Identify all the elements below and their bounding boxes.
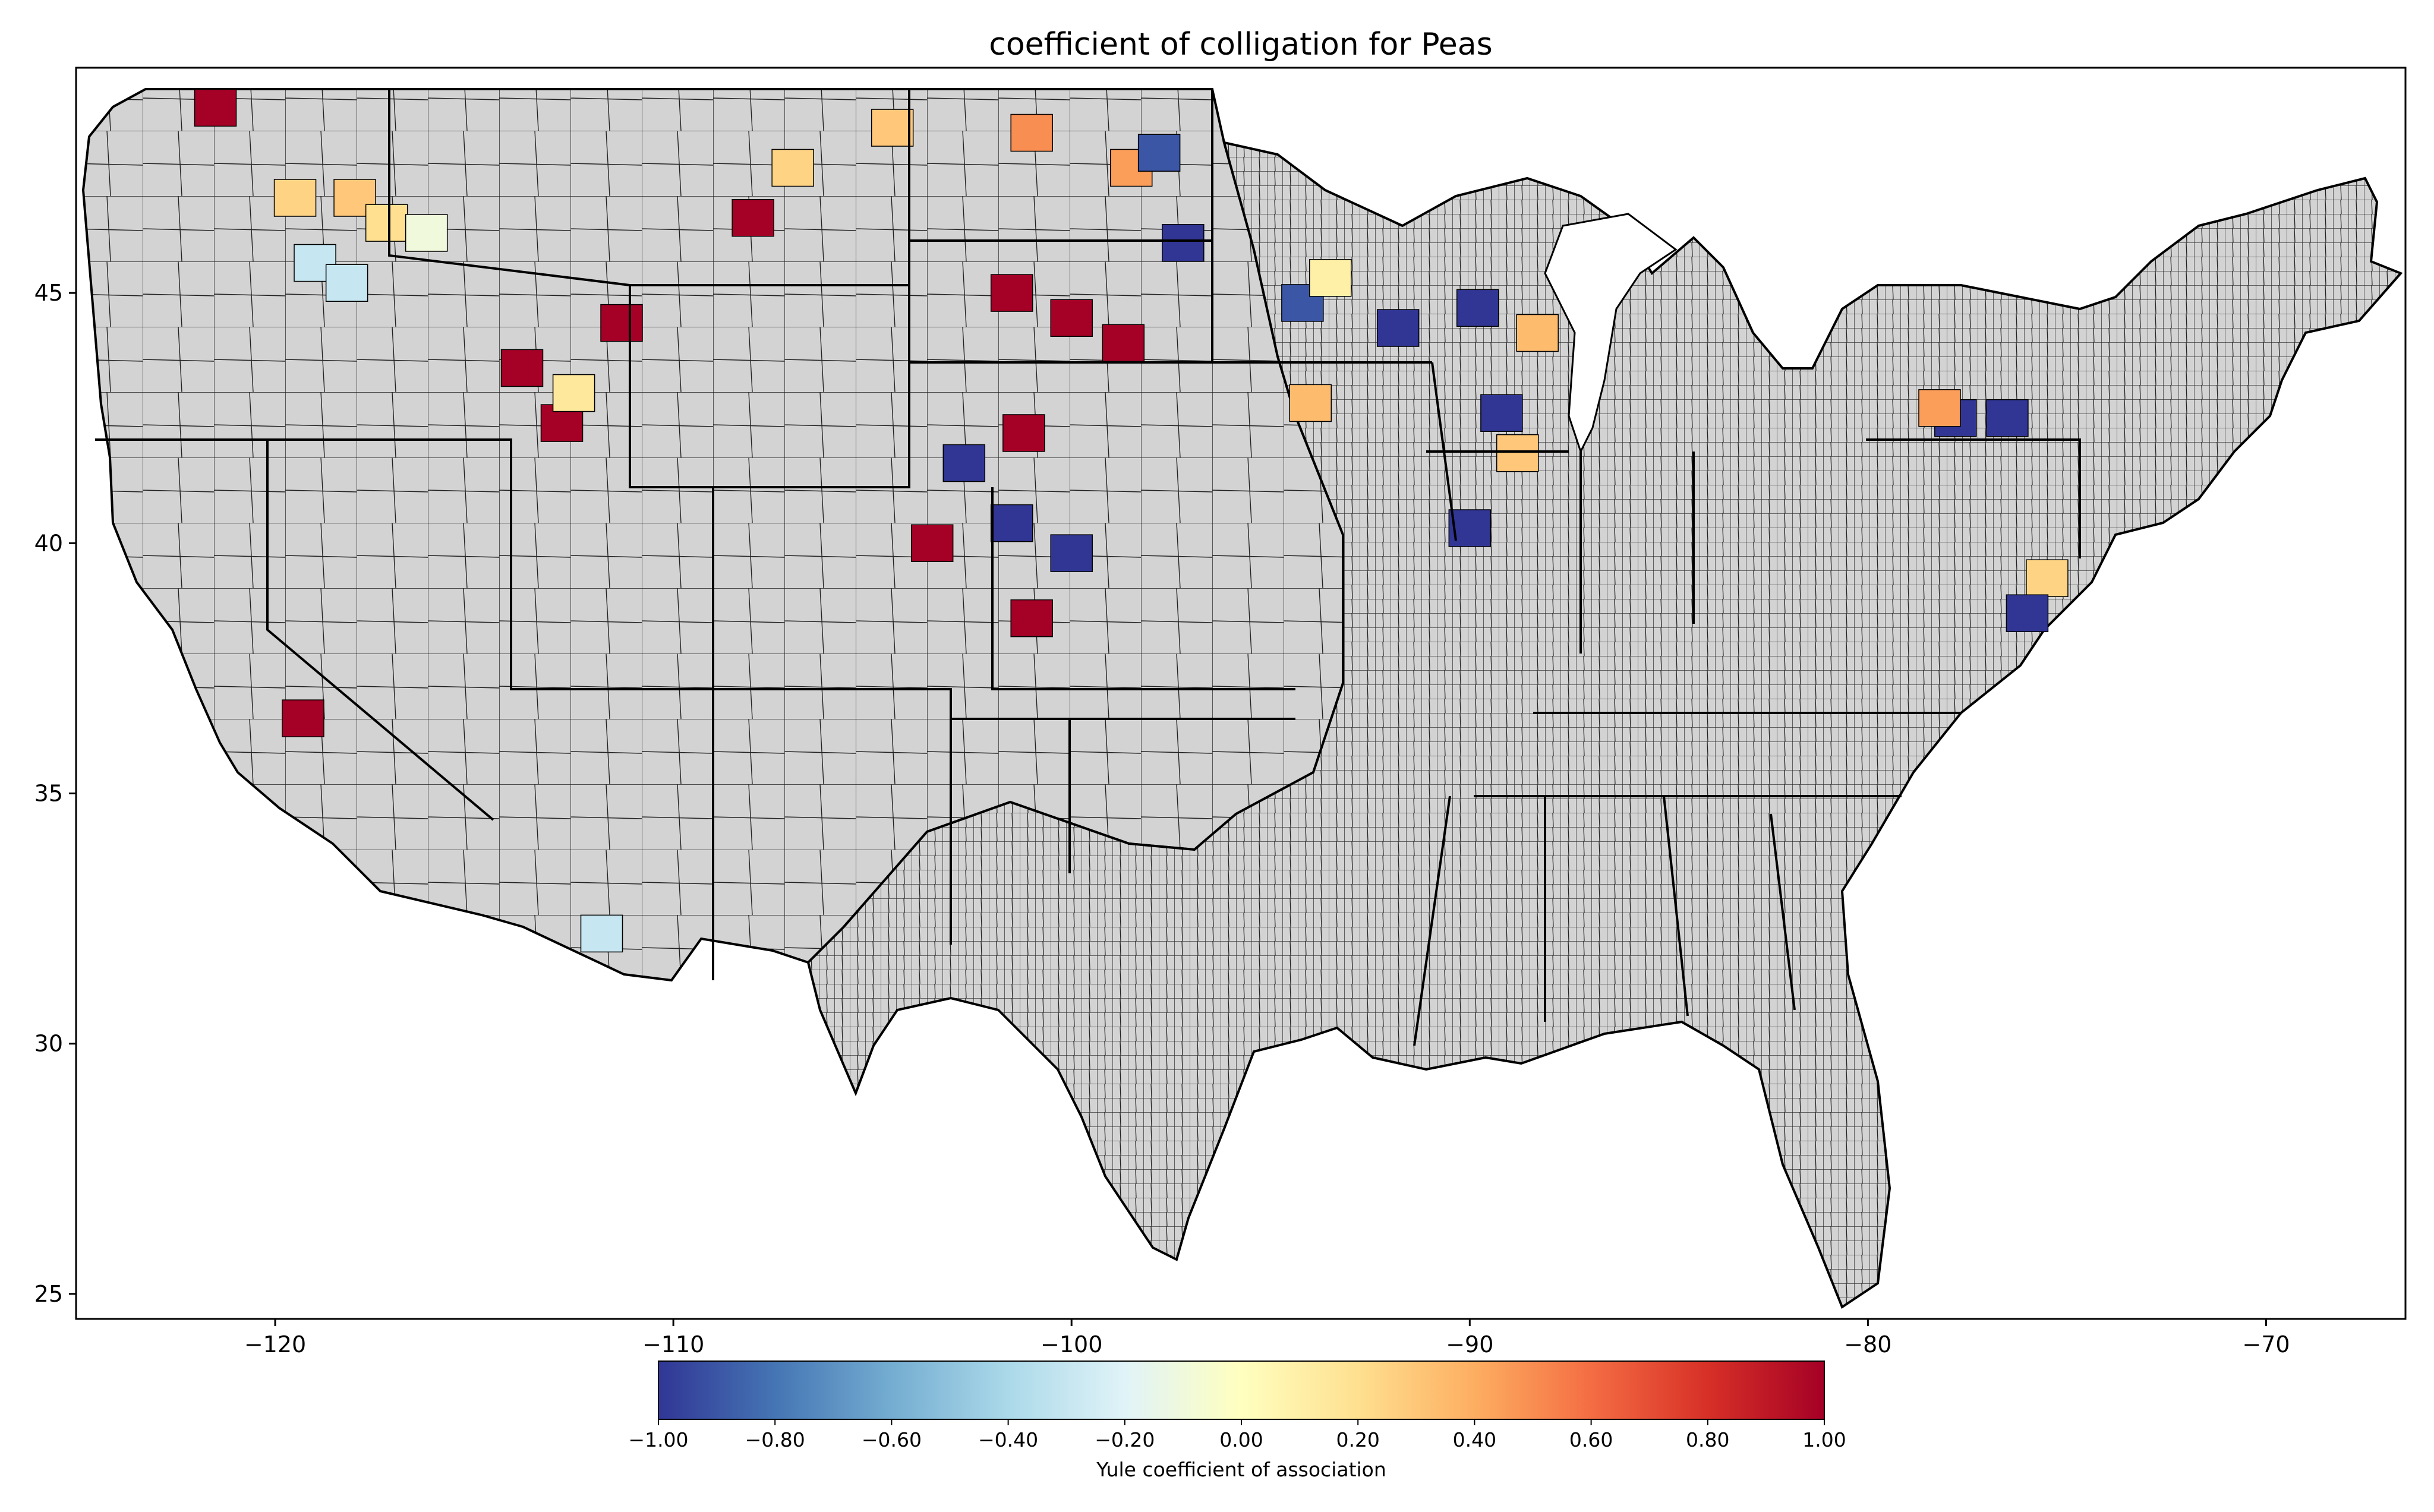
- county-cell: [273, 179, 317, 217]
- state-borders: [95, 89, 2081, 1046]
- county-cell: [1496, 434, 1539, 472]
- county-cell: [1010, 113, 1053, 152]
- colorbar-tick-label: 0.40: [1453, 1428, 1496, 1451]
- county-cell: [910, 524, 954, 563]
- county-value-layer: [194, 89, 2069, 953]
- county-cell: [500, 349, 544, 387]
- county-cell: [1456, 289, 1499, 327]
- county-cell: [1986, 399, 2029, 437]
- colorbar-tick-label: 0.60: [1569, 1428, 1613, 1451]
- x-tick-label: −70: [2242, 1331, 2290, 1358]
- plot-area: [81, 88, 2403, 1309]
- county-cell: [405, 214, 448, 252]
- x-tick-label: −90: [1446, 1331, 1493, 1358]
- colorbar-tick-label: 0.00: [1219, 1428, 1263, 1451]
- y-tick-label: 40: [34, 530, 63, 556]
- county-cell: [282, 699, 324, 737]
- colorbar-tick-label: −1.00: [628, 1428, 688, 1451]
- x-tick-label: −120: [244, 1331, 306, 1358]
- county-cell: [771, 149, 814, 187]
- county-cell: [1010, 599, 1053, 637]
- colorbar-tick-label: −0.80: [745, 1428, 805, 1451]
- county-cell: [580, 914, 623, 953]
- plot-frame: [75, 67, 2407, 1320]
- colorbar-ticks: −1.00 −0.80 −0.60 −0.40 −0.20 0.00 0.20 0.40 0.6…: [628, 1419, 1846, 1451]
- county-cell: [871, 109, 914, 147]
- y-axis: 25 30 35 40 45: [34, 280, 76, 1307]
- county-cell: [1289, 384, 1332, 422]
- us-landmass: [81, 88, 2403, 1309]
- y-tick-label: 30: [34, 1031, 63, 1057]
- county-cell: [732, 198, 774, 237]
- colorbar-tick-label: −0.20: [1095, 1428, 1155, 1451]
- county-cell: [1162, 224, 1205, 262]
- county-cell: [1376, 309, 1420, 347]
- county-cell: [1050, 534, 1093, 572]
- colorbar-gradient: [658, 1361, 1825, 1420]
- x-tick-label: −100: [1041, 1331, 1102, 1358]
- chart-title: coefficient of colligation for Peas: [989, 27, 1492, 62]
- county-cell: [2026, 559, 2069, 597]
- county-cell: [365, 204, 408, 242]
- colorbar-tick-label: 1.00: [1802, 1428, 1846, 1451]
- county-cell: [1137, 134, 1181, 172]
- colorbar-tick-label: −0.60: [862, 1428, 922, 1451]
- county-cell: [1309, 259, 1352, 297]
- county-cell: [194, 89, 237, 127]
- y-tick-label: 35: [34, 780, 63, 806]
- great-lakes: [1544, 213, 1678, 454]
- county-cell: [1102, 324, 1145, 362]
- county-cell: [942, 444, 986, 482]
- y-tick-label: 25: [34, 1281, 63, 1307]
- x-axis: −120 −110 −100 −90 −80 −70: [244, 1319, 2290, 1358]
- county-cell: [990, 274, 1033, 312]
- county-cell: [600, 304, 643, 342]
- county-cell: [1918, 389, 1961, 427]
- colorbar: −1.00 −0.80 −0.60 −0.40 −0.20 0.00 0.20 0.40 0.6…: [628, 1361, 1846, 1481]
- colorbar-label: Yule coefficient of association: [1096, 1458, 1386, 1481]
- x-tick-label: −80: [1844, 1331, 1891, 1358]
- y-tick-label: 45: [34, 280, 63, 306]
- colorbar-tick-label: 0.20: [1336, 1428, 1379, 1451]
- colorbar-tick-label: 0.80: [1686, 1428, 1729, 1451]
- x-tick-label: −110: [642, 1331, 704, 1358]
- county-cell: [1002, 414, 1045, 452]
- county-cell: [325, 264, 368, 302]
- county-cell: [990, 504, 1033, 542]
- county-cell: [2006, 594, 2049, 632]
- county-cell: [1050, 299, 1093, 337]
- county-cell: [1516, 314, 1559, 352]
- county-cell: [552, 374, 595, 412]
- colorbar-tick-label: −0.40: [978, 1428, 1038, 1451]
- county-cell: [1480, 394, 1523, 433]
